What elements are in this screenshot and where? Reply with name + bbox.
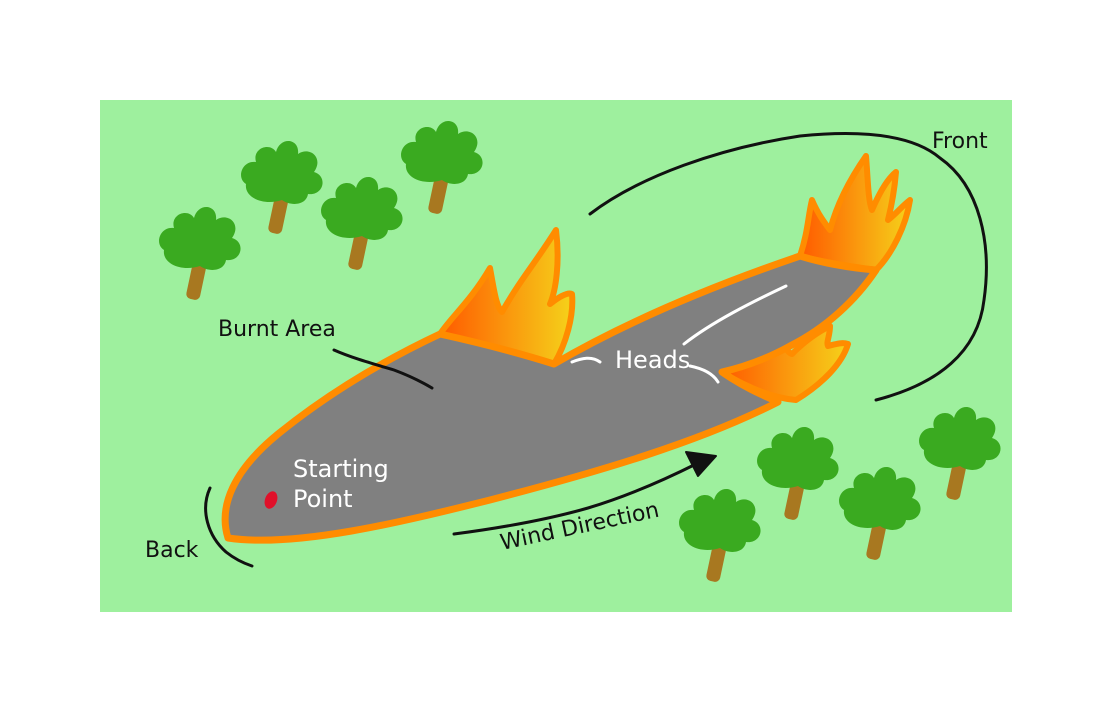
head-mark — [688, 364, 720, 384]
burnt-area-shape — [221, 252, 880, 544]
burnt-area-pointer-line — [332, 348, 434, 390]
flame-icon — [797, 153, 913, 273]
starting-point-label-line2: Point — [293, 485, 353, 513]
front-label: Front — [932, 129, 988, 154]
wind-arrow-icon — [685, 451, 717, 477]
ignition-point-icon — [264, 491, 278, 509]
annotation-lines — [204, 132, 988, 568]
burnt-area-label: Burnt Area — [218, 317, 336, 342]
head-mark — [682, 284, 788, 346]
flame-front — [797, 153, 913, 273]
heads-marks — [570, 284, 788, 384]
back-bracket-line — [204, 486, 254, 568]
front-bracket-line — [588, 132, 988, 402]
heads-label: Heads — [615, 346, 690, 374]
back-label: Back — [145, 538, 199, 563]
flame-icon — [437, 227, 576, 367]
wind-arrow-shaft — [452, 462, 698, 536]
head-mark — [570, 356, 602, 364]
flame-left — [437, 227, 576, 367]
starting-point-label-line1: Starting — [293, 455, 389, 483]
